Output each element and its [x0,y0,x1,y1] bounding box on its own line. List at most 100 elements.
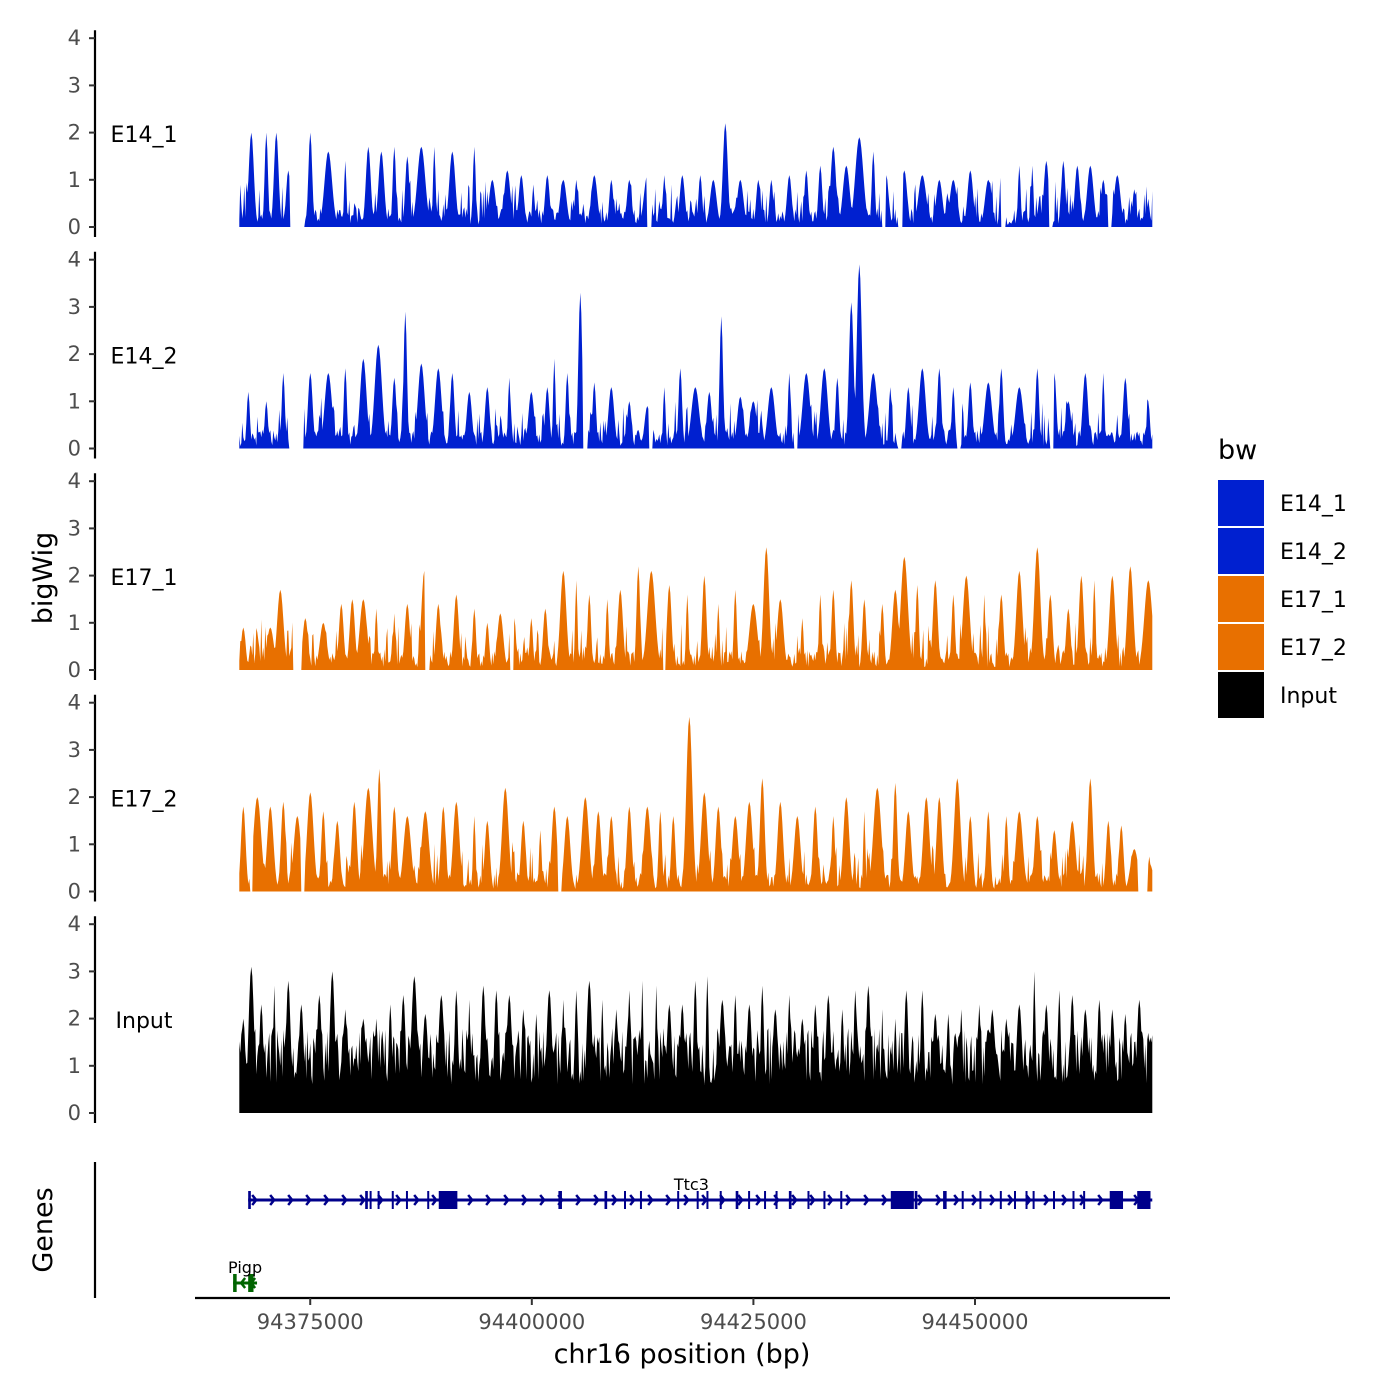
coverage-area-input [239,966,1153,1113]
strand-chevron [755,1194,762,1206]
strand-chevron [521,1194,528,1206]
strand-chevron [395,1194,402,1206]
strand-chevron [431,1194,438,1206]
x-tick-label: 94400000 [478,1310,585,1334]
strand-chevron [701,1194,708,1206]
track-label: Input [116,1009,173,1034]
legend-swatch-e17-1 [1218,576,1264,622]
exon [979,1191,982,1209]
legend: bw E14_1 E14_2 E17_1 E17_2 Input [1218,435,1347,718]
track-e14-1: 0 1 2 3 4 E14_1 [68,26,1153,239]
y-tick-label: 4 [68,691,81,715]
legend-swatch-e17-2 [1218,624,1264,670]
gene-pigp: Pigp [228,1258,262,1292]
exon [639,1191,642,1209]
exon [696,1191,699,1209]
exon [405,1191,408,1209]
exon [840,1191,843,1209]
strand-chevron [611,1194,618,1206]
strand-chevron [737,1194,744,1206]
strand-chevron [287,1194,294,1206]
legend-label: E17_2 [1280,636,1347,661]
exon [719,1191,722,1209]
exon [248,1274,254,1292]
strand-chevron [575,1194,582,1206]
exon [788,1191,792,1209]
track-e14-2: 0 1 2 3 4 E14_2 [68,248,1153,461]
gene-ttc3: Ttc3 [248,1175,1153,1209]
y-tick-label: 0 [68,658,81,682]
y-tick-label: 2 [68,121,81,145]
coverage-area-e17-1 [239,547,1153,670]
strand-chevron [1043,1194,1050,1206]
exon [677,1191,680,1209]
y-tick-label: 1 [68,389,81,413]
exon [1053,1191,1055,1209]
y-tick-label: 0 [68,880,81,904]
y-tick-label: 2 [68,1007,81,1031]
y-tick-label: 4 [68,26,81,50]
exon [807,1191,810,1209]
exon [427,1191,430,1209]
track-label: E14_1 [111,123,178,148]
exon [604,1191,608,1209]
exon [764,1191,767,1209]
genes-axis-title: Genes [28,1187,59,1272]
exon [890,1191,914,1209]
strand-chevron [467,1194,474,1206]
strand-chevron [323,1194,330,1206]
coverage-tracks: 0 1 2 3 4 E14_1 0 1 2 3 4 E14_2 0 1 2 3 4 E17_1 0 1 2 3 4 E17_2… [68,26,1153,1125]
strand-chevron [863,1194,870,1206]
y-tick-label: 2 [68,342,81,366]
gene-label: Ttc3 [673,1175,709,1194]
legend-label: Input [1280,684,1337,709]
exon [748,1191,751,1209]
strand-chevron [593,1194,600,1206]
strand-chevron [359,1194,366,1206]
legend-label: E14_1 [1280,492,1347,517]
exon [365,1191,368,1209]
strand-chevron [341,1194,348,1206]
track-label: E17_2 [111,788,178,813]
strand-chevron [239,1277,247,1289]
y-tick-label: 0 [68,1101,81,1125]
strand-chevron [1007,1194,1014,1206]
exon [1072,1191,1075,1209]
strand-chevron [413,1194,420,1206]
strand-chevron [665,1194,672,1206]
track-input: 0 1 2 3 4 Input [68,912,1153,1125]
strand-chevron [845,1194,852,1206]
exon [369,1191,372,1209]
exon [914,1191,918,1209]
strand-chevron [809,1194,816,1206]
track-e17-1: 0 1 2 3 4 E17_1 [68,469,1153,682]
y-tick-label: 1 [68,168,81,192]
strand-chevron [917,1194,924,1206]
exon [961,1191,964,1209]
strand-chevron [1061,1194,1068,1206]
strand-chevron [485,1194,492,1206]
y-tick-label: 3 [68,73,81,97]
x-tick-label: 94375000 [257,1310,364,1334]
track-e17-2: 0 1 2 3 4 E17_2 [68,691,1153,904]
exon [377,1191,380,1209]
y-axis-title: bigWig [28,532,59,625]
legend-swatch-e14-2 [1218,528,1264,574]
strand-chevron [989,1194,996,1206]
gene-track: Ttc3 Pigp [93,1162,1153,1298]
strand-chevron [791,1194,798,1206]
strand-chevron [971,1194,978,1206]
y-tick-label: 3 [68,295,81,319]
y-tick-label: 2 [68,564,81,588]
coverage-area-e14-2 [239,264,1153,449]
legend-swatch-input [1218,672,1264,718]
exon [775,1191,778,1209]
exon [438,1191,458,1209]
strand-chevron [935,1194,942,1206]
y-tick-label: 3 [68,959,81,983]
legend-label: E17_1 [1280,588,1347,613]
coverage-area-e17-2 [239,716,1153,892]
exon [248,1191,251,1209]
exon [706,1191,709,1209]
